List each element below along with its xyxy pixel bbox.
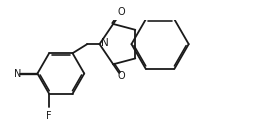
Text: O: O	[117, 71, 124, 81]
Text: F: F	[46, 111, 52, 121]
Text: N: N	[101, 38, 109, 48]
Text: N: N	[14, 68, 21, 79]
Text: O: O	[117, 7, 124, 17]
